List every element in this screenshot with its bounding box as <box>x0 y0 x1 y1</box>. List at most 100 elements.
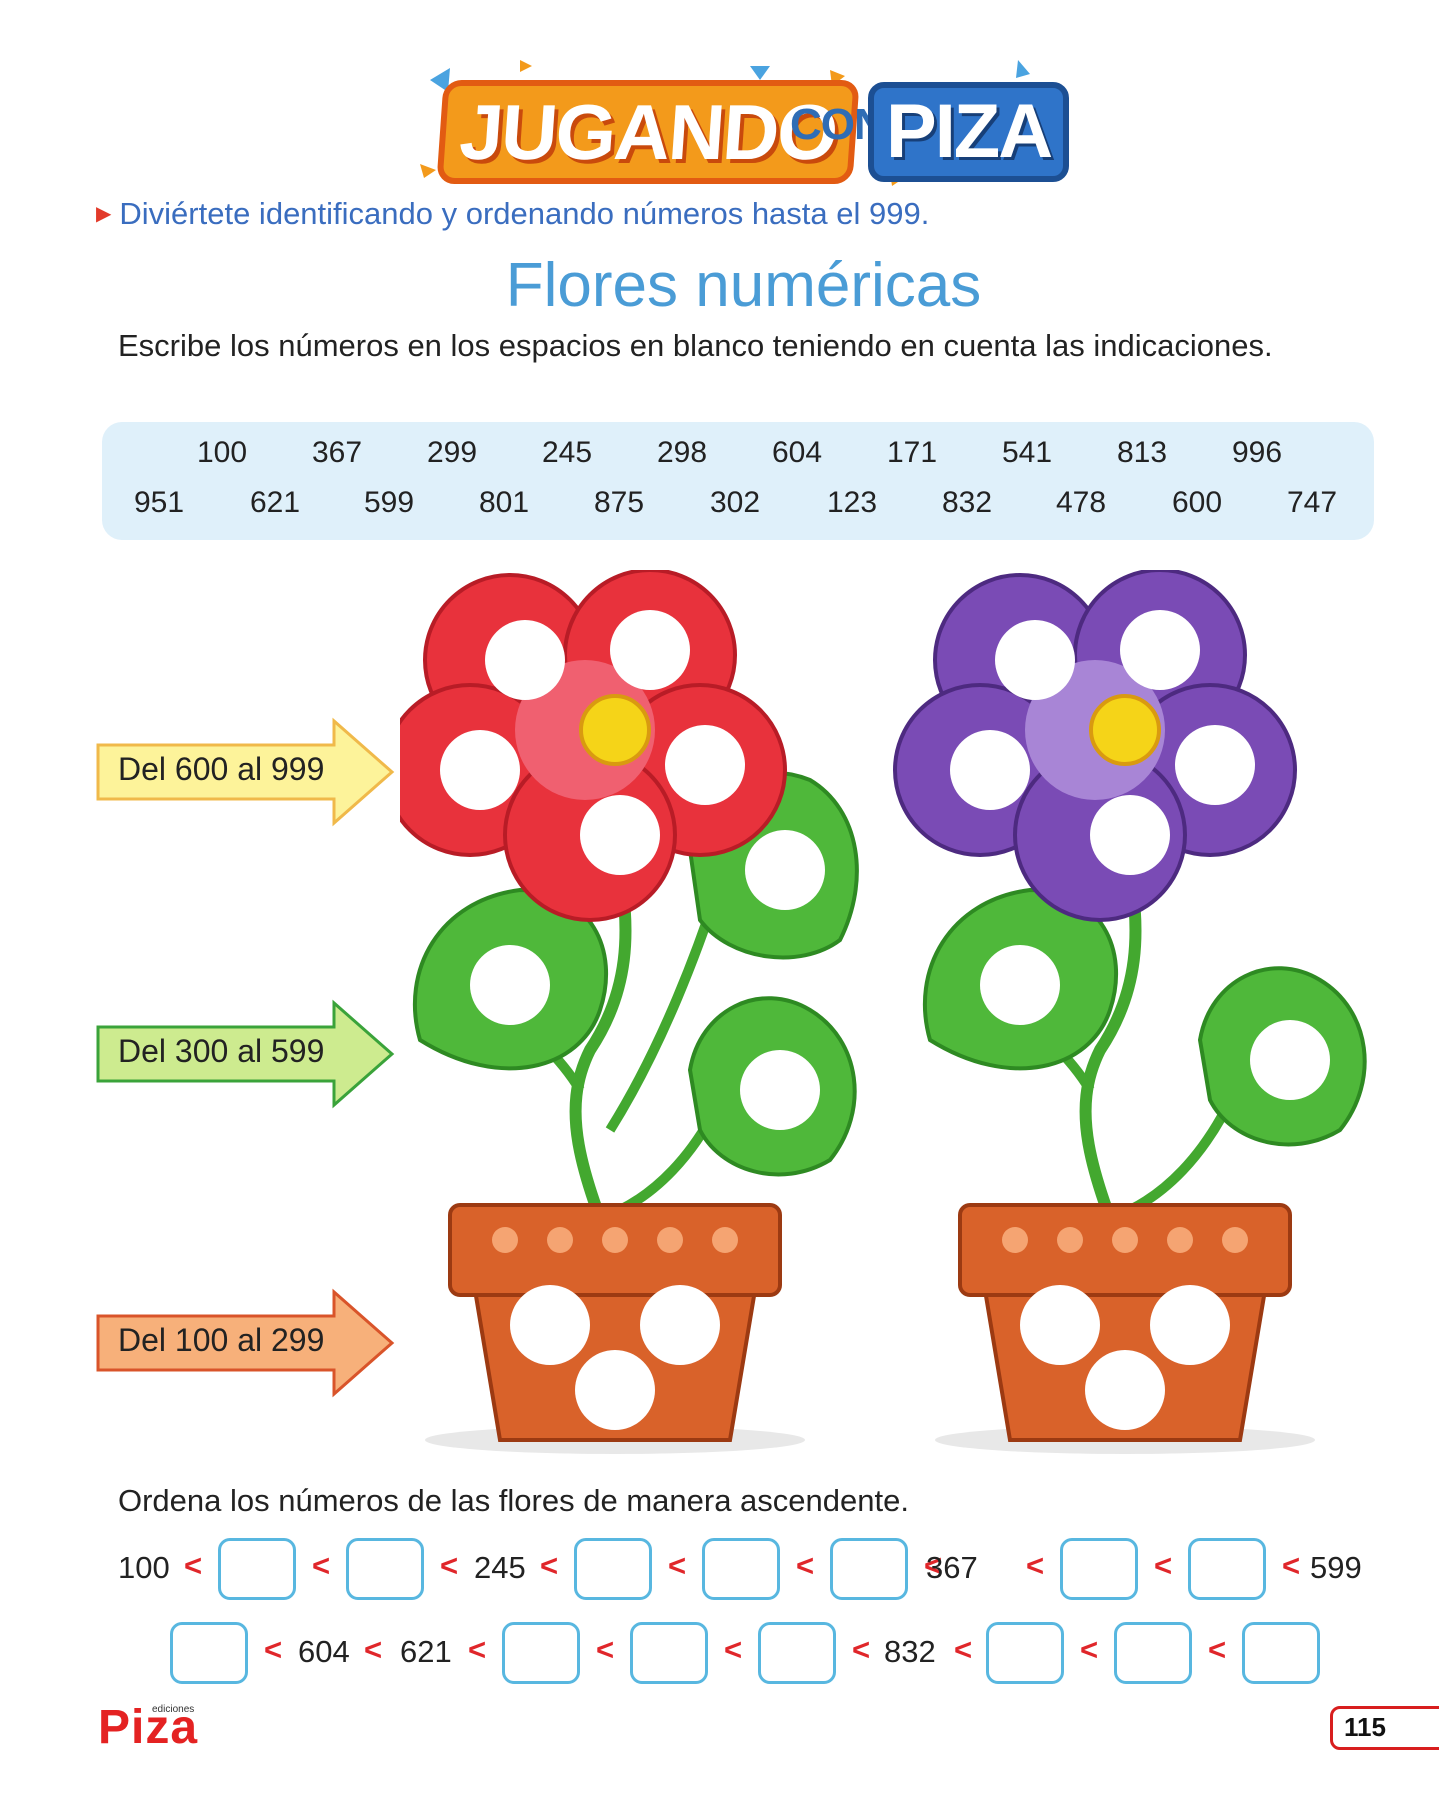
arrow-shape <box>96 1288 395 1398</box>
sequence-number: 599 <box>1310 1550 1362 1585</box>
number-bank-item: 951 <box>134 486 185 519</box>
answer-box[interactable] <box>170 1622 248 1684</box>
blank-circle[interactable] <box>1250 1020 1330 1100</box>
answer-box[interactable] <box>574 1538 652 1600</box>
brand-small-text: ediciones <box>152 1704 195 1715</box>
answer-box[interactable] <box>1188 1538 1266 1600</box>
page-number: 115 <box>1344 1712 1386 1742</box>
answer-box[interactable] <box>346 1538 424 1600</box>
less-than-sign: < <box>954 1632 973 1667</box>
number-bank: 100 367 299 245 298 604 171 541 813 996 951 621 599 8… <box>102 422 1374 540</box>
answer-box[interactable] <box>1114 1622 1192 1684</box>
sequence-number: 100 <box>118 1550 170 1585</box>
number-bank-item: 367 <box>312 436 363 469</box>
number-bank-item: 832 <box>942 486 993 519</box>
blank-circle[interactable] <box>470 945 550 1025</box>
blank-circle[interactable] <box>995 620 1075 700</box>
arrow-range-300-599: Del 300 al 599 <box>96 999 396 1109</box>
blank-circle[interactable] <box>510 1285 590 1365</box>
purple-flower <box>893 570 1297 922</box>
sequence-number: 367 <box>926 1550 978 1585</box>
less-than-sign: < <box>724 1632 743 1667</box>
less-than-sign: < <box>1208 1632 1227 1667</box>
page-number-box <box>1330 1706 1439 1750</box>
blank-circle[interactable] <box>440 730 520 810</box>
brand-logo: Piza <box>98 1701 199 1754</box>
less-than-sign: < <box>264 1632 283 1667</box>
blank-circle[interactable] <box>485 620 565 700</box>
arrow-label: Del 300 al 599 <box>118 1033 325 1069</box>
arrow-shape <box>96 717 395 827</box>
arrow-shape <box>96 999 395 1109</box>
red-flower <box>400 570 787 922</box>
answer-box[interactable] <box>702 1538 780 1600</box>
objective-text: ▶ Diviértete identificando y ordenando nú… <box>96 196 929 232</box>
blank-circle[interactable] <box>1090 795 1170 875</box>
instruction-text: Escribe los números en los espacios en b… <box>118 328 1273 363</box>
answer-box[interactable] <box>1060 1538 1138 1600</box>
number-bank-item: 100 <box>197 436 248 469</box>
less-than-sign: < <box>184 1548 203 1583</box>
number-bank-item: 299 <box>427 436 478 469</box>
logo-piza: PIZA <box>868 82 1070 182</box>
arrow-label: Del 100 al 299 <box>118 1322 325 1358</box>
number-bank-item: 123 <box>827 486 878 519</box>
right-pot <box>935 1203 1315 1454</box>
arrow-range-100-299: Del 100 al 299 <box>96 1288 396 1398</box>
number-bank-item: 599 <box>364 486 415 519</box>
less-than-sign: < <box>1154 1548 1173 1583</box>
less-than-sign: < <box>924 1548 943 1583</box>
blank-circle[interactable] <box>1175 725 1255 805</box>
answer-box[interactable] <box>830 1538 908 1600</box>
number-bank-item: 747 <box>1287 486 1338 519</box>
header-logo: JUGANDO CON PIZA <box>420 60 1070 190</box>
answer-box[interactable] <box>1242 1622 1320 1684</box>
order-instruction: Ordena los números de las flores de mane… <box>118 1483 909 1518</box>
answer-box[interactable] <box>218 1538 296 1600</box>
bullet-triangle-icon: ▶ <box>96 203 112 225</box>
answer-box[interactable] <box>630 1622 708 1684</box>
less-than-sign: < <box>540 1548 559 1583</box>
arrow-range-600-999: Del 600 al 999 <box>96 717 396 827</box>
number-bank-item: 600 <box>1172 486 1223 519</box>
less-than-sign: < <box>852 1632 871 1667</box>
left-plant <box>400 570 859 1454</box>
blank-circle[interactable] <box>740 1050 820 1130</box>
less-than-sign: < <box>468 1632 487 1667</box>
blank-circle[interactable] <box>1150 1285 1230 1365</box>
right-plant <box>893 570 1367 1454</box>
blank-circle[interactable] <box>980 945 1060 1025</box>
number-bank-item: 541 <box>1002 436 1053 469</box>
blank-circle[interactable] <box>1120 610 1200 690</box>
answer-box[interactable] <box>502 1622 580 1684</box>
answer-box[interactable] <box>758 1622 836 1684</box>
blank-circle[interactable] <box>745 830 825 910</box>
sequence-number: 604 <box>298 1634 350 1669</box>
number-bank-item: 171 <box>887 436 938 469</box>
blank-circle[interactable] <box>1020 1285 1100 1365</box>
number-bank-item: 302 <box>710 486 761 519</box>
blank-circle[interactable] <box>950 730 1030 810</box>
sequence-row-2: <604 <621 < < < <832 < < < <box>0 1622 1439 1692</box>
answer-box[interactable] <box>986 1622 1064 1684</box>
less-than-sign: < <box>440 1548 459 1583</box>
blank-circle[interactable] <box>610 610 690 690</box>
number-bank-item: 813 <box>1117 436 1168 469</box>
blank-circle[interactable] <box>575 1350 655 1430</box>
flower-center <box>579 694 651 766</box>
less-than-sign: < <box>668 1548 687 1583</box>
number-bank-item: 621 <box>250 486 301 519</box>
blank-circle[interactable] <box>665 725 745 805</box>
blank-circle[interactable] <box>580 795 660 875</box>
arrow-label: Del 600 al 999 <box>118 751 325 787</box>
blank-circle[interactable] <box>640 1285 720 1365</box>
sequence-row-1: 100 < < <245 < < < <367 < < <599 <box>0 1538 1439 1608</box>
sequence-number: 832 <box>884 1634 936 1669</box>
less-than-sign: < <box>596 1632 615 1667</box>
blank-circle[interactable] <box>1085 1350 1165 1430</box>
less-than-sign: < <box>364 1632 383 1667</box>
page-title: Flores numéricas <box>505 251 982 320</box>
number-bank-item: 604 <box>772 436 823 469</box>
less-than-sign: < <box>1282 1548 1301 1583</box>
number-bank-item: 478 <box>1056 486 1107 519</box>
